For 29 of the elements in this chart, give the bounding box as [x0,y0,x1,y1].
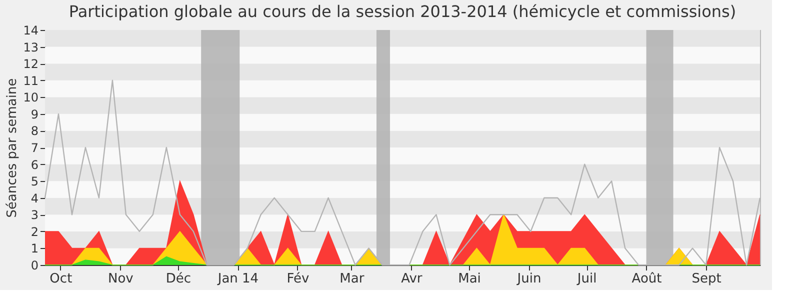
y-tick-label: 11 [23,74,38,88]
y-tick-label: 4 [30,191,38,206]
y-tick-label: 3 [30,208,38,222]
y-tick-label: 6 [30,158,38,172]
y-tick-label: 9 [30,107,38,122]
y-tick-label: 5 [30,174,38,189]
x-tick-label: Août [632,272,662,286]
x-tick-label: Mar [340,272,365,286]
x-tick-label: Sept [692,272,722,286]
x-tick-label: Oct [50,272,72,286]
x-tick-label: Fév [286,272,310,286]
y-tick-label: 14 [23,24,38,38]
x-tick-label: Mai [458,272,481,286]
y-tick-label: 0 [30,258,38,272]
y-tick-label: 2 [30,224,38,239]
y-tick-label: 12 [23,57,38,72]
x-tick-label: Nov [108,272,134,286]
y-tick-label: 10 [23,90,38,105]
x-tick-label: Jan 14 [216,272,259,286]
x-tick-label: Avr [401,272,423,286]
y-axis-title: Séances par semaine [5,78,20,218]
y-tick-label: 8 [30,124,38,138]
x-tick-label: Déc [166,272,192,286]
y-tick-label: 7 [30,141,38,155]
x-tick-label: Juin [516,272,542,286]
chart-title: Participation globale au cours de la session 2013-2014 (hémicycle et commissions) [68,2,736,21]
y-tick-label: 1 [30,242,38,256]
x-tick-label: Juil [576,272,597,286]
y-tick-label: 13 [23,40,38,54]
